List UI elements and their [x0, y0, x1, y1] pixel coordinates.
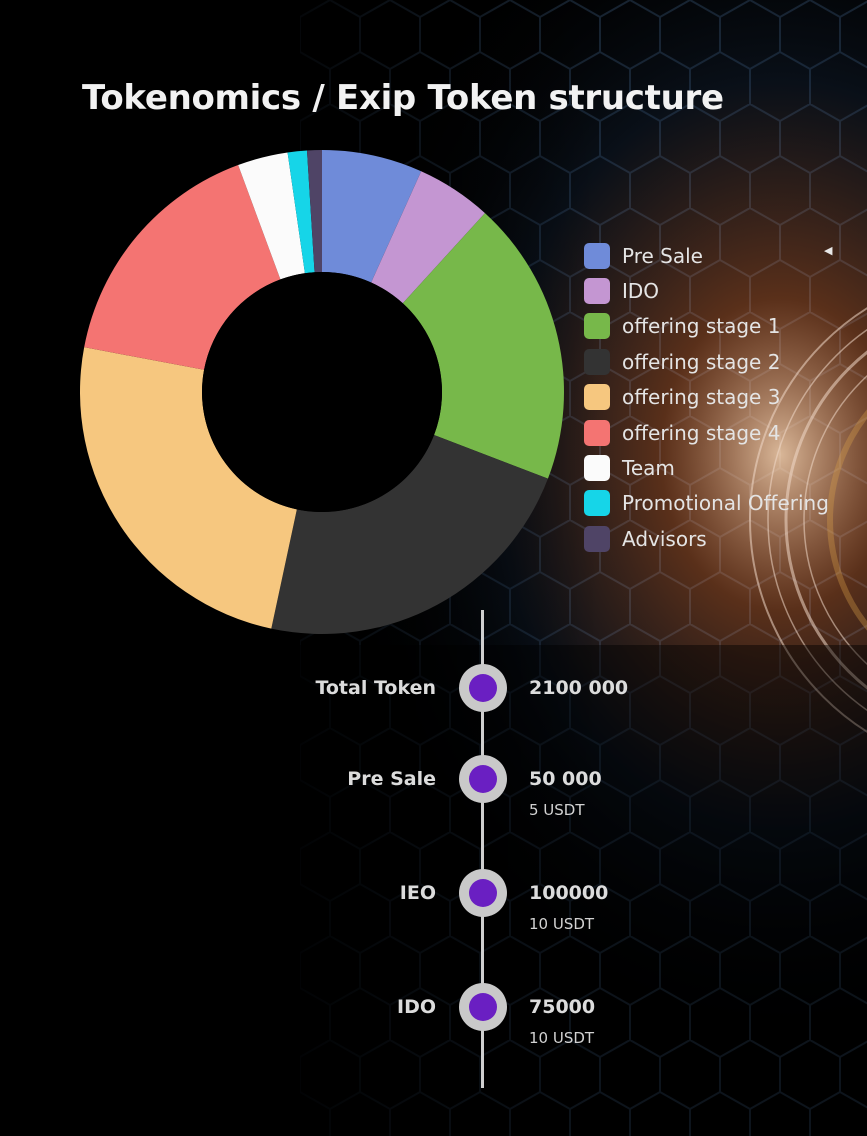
timeline-node-icon [459, 664, 507, 712]
donut-slice-advisors [306, 150, 322, 273]
legend-swatch [584, 384, 610, 411]
timeline-label: IDO [397, 996, 436, 1018]
timeline-dot [469, 674, 497, 702]
legend-label: IDO [622, 279, 660, 304]
timeline-node-icon [459, 869, 507, 917]
timeline-node-icon [459, 983, 507, 1031]
timeline-dot [469, 765, 497, 793]
legend-swatch [584, 242, 610, 269]
timeline-price: 5 USDT [529, 801, 585, 819]
legend-label: Promotional Offering [622, 491, 829, 516]
timeline-label: IEO [399, 882, 436, 904]
legend-label: offering stage 3 [622, 385, 781, 410]
legend-label: Pre Sale [622, 243, 703, 268]
timeline-row: Total Token 2100 000 [0, 664, 867, 712]
legend-swatch [584, 348, 610, 375]
legend-swatch [584, 455, 610, 482]
legend-scroll-arrow-icon[interactable]: ◀ [824, 244, 833, 257]
timeline-label: Pre Sale [347, 768, 436, 790]
timeline-label: Total Token [315, 677, 436, 699]
donut-slice-offering-stage-4 [84, 164, 281, 370]
legend-swatch [584, 419, 610, 446]
donut-slice-promotional-offering [287, 150, 315, 274]
timeline-value: 100000 [529, 882, 609, 904]
legend-item[interactable]: offering stage 3 [584, 380, 829, 415]
donut-slice-offering-stage-2 [271, 434, 548, 635]
legend-item[interactable]: Team [584, 450, 829, 485]
legend-label: offering stage 2 [622, 349, 781, 374]
timeline-row: IDO 75000 10 USDT [0, 983, 867, 1047]
timeline-value: 75000 [529, 996, 596, 1018]
legend-item[interactable]: Advisors [584, 521, 829, 556]
legend-swatch [584, 525, 610, 552]
legend-label: offering stage 1 [622, 314, 781, 339]
donut-slice-offering-stage-3 [79, 347, 297, 629]
legend-swatch [584, 278, 610, 305]
donut-slice-pre-sale [322, 150, 422, 283]
legend-label: Team [622, 456, 675, 481]
timeline-value: 50 000 [529, 768, 602, 790]
timeline-dot [469, 993, 497, 1021]
legend-item[interactable]: offering stage 2 [584, 344, 829, 379]
legend-swatch [584, 313, 610, 340]
legend-label: offering stage 4 [622, 420, 781, 445]
timeline-line [481, 610, 484, 1088]
chart-title: Tokenomics / Exip Token structure [82, 78, 724, 118]
donut-chart [79, 150, 564, 635]
donut-hole [202, 272, 442, 512]
legend-item[interactable]: Promotional Offering [584, 486, 829, 521]
timeline-price: 10 USDT [529, 1029, 595, 1047]
timeline-row: Pre Sale 50 000 5 USDT [0, 755, 867, 819]
timeline-price: 10 USDT [529, 915, 595, 933]
legend-item[interactable]: Pre Sale [584, 238, 829, 273]
timeline-node-icon [459, 755, 507, 803]
donut-slice-team [238, 152, 305, 280]
legend-item[interactable]: offering stage 1 [584, 309, 829, 344]
donut-slice-offering-stage-1 [402, 213, 564, 479]
timeline-value: 2100 000 [529, 677, 629, 699]
timeline-row: IEO 100000 10 USDT [0, 869, 867, 933]
legend-item[interactable]: IDO [584, 273, 829, 308]
legend-swatch [584, 490, 610, 517]
legend-item[interactable]: offering stage 4 [584, 415, 829, 450]
timeline-dot [469, 879, 497, 907]
donut-slice-ido [371, 171, 485, 304]
legend-label: Advisors [622, 526, 707, 551]
chart-legend: Pre Sale IDO offering stage 1 offering stag… [584, 238, 829, 557]
